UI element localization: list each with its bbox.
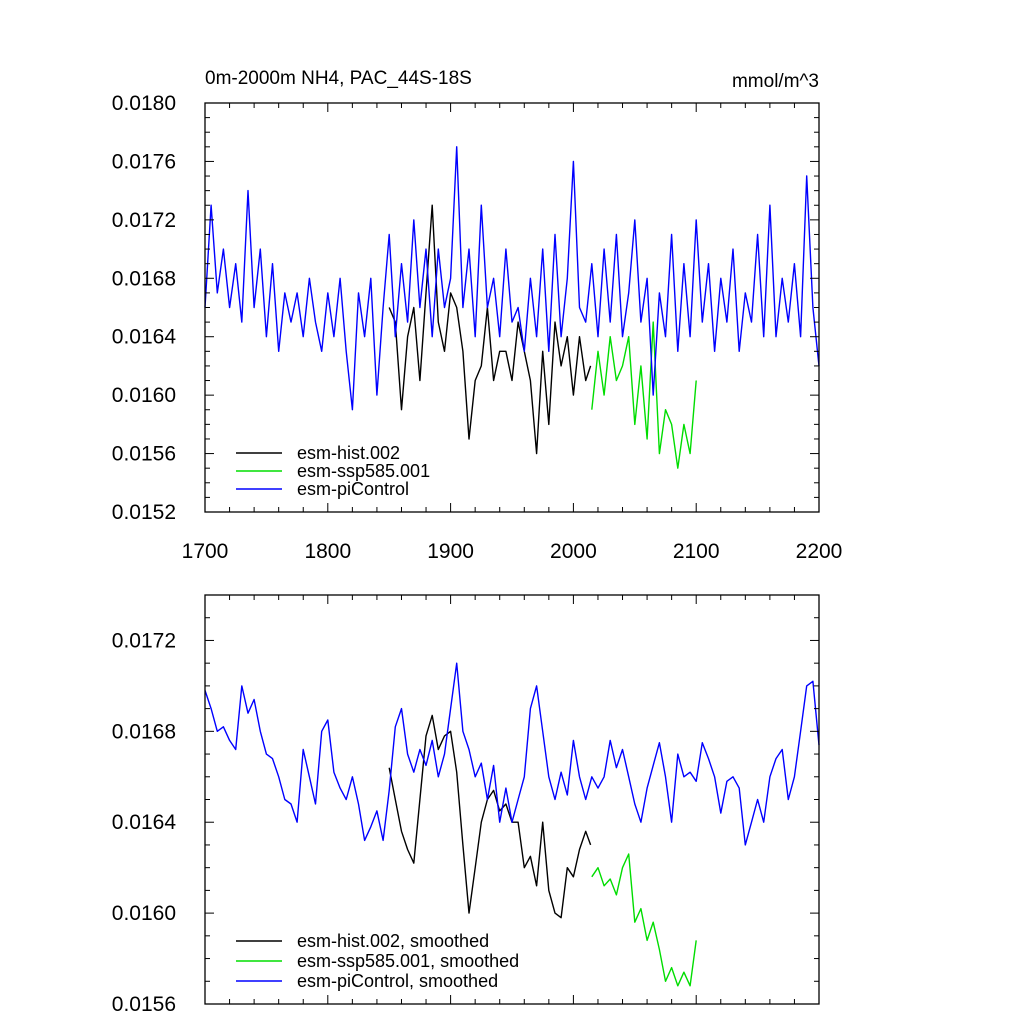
x-tick-label: 1700 [182,540,229,563]
y-tick-label: 0.0176 [112,150,176,173]
y-tick-label: 0.0172 [112,629,176,652]
legend-label: esm-ssp585.001, smoothed [297,951,519,971]
y-tick-label: 0.0164 [112,326,177,349]
legend-label: esm-hist.002 [297,443,400,463]
legend-label: esm-piControl [297,479,409,499]
series-line-esm-picontrol-smoothed [204,662,820,846]
y-tick-label: 0.0164 [112,811,177,834]
y-tick-label: 0.0172 [112,209,176,232]
series-line-esm-picontrol [204,146,820,411]
y-tick-label: 0.0160 [112,902,176,925]
x-tick-label: 2200 [796,540,843,563]
bottom-panel: 0.0156 0.0160 0.0164 0.0168 0.0172 esm-hist.0… [112,594,820,1016]
series-line-esm-ssp585-001-smoothed [591,853,697,987]
x-tick-label: 2100 [673,540,720,563]
y-tick-label: 0.0156 [112,443,176,466]
legend-label: esm-ssp585.001 [297,461,430,481]
y-tick-label: 0.0168 [112,720,176,743]
series-line-esm-hist-002-smoothed [388,714,592,919]
legend-label: esm-piControl, smoothed [297,971,498,991]
y-tick-label: 0.0160 [112,384,176,407]
y-tick-label: 0.0156 [112,993,176,1016]
chart-title: 0m-2000m NH4, PAC_44S-18S [205,68,472,89]
y-tick-label: 0.0180 [112,92,176,115]
units-label: mmol/m^3 [732,71,819,92]
x-tick-label: 1800 [304,540,351,563]
x-tick-label: 2000 [550,540,597,563]
x-tick-label: 1900 [427,540,474,563]
legend-label: esm-hist.002, smoothed [297,931,489,951]
series-line-esm-ssp585-001 [591,321,697,469]
y-tick-label: 0.0152 [112,501,176,524]
top-panel: 1700 1800 1900 2000 2100 2200 0.0152 0.0156 0.01… [112,68,843,563]
series-line-esm-hist-002 [388,204,592,455]
y-tick-label: 0.0168 [112,267,176,290]
